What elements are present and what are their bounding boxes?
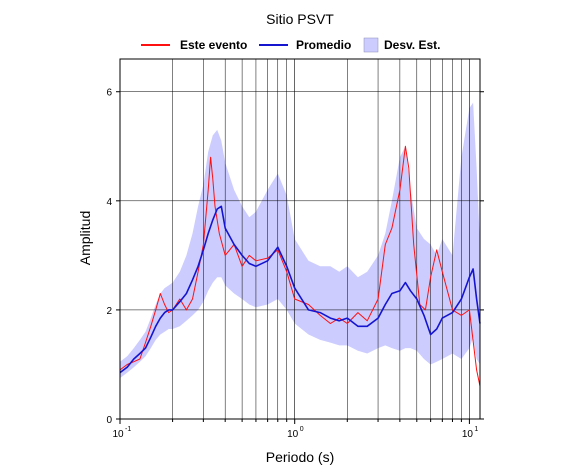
y-tick-label: 4 [106,197,112,208]
y-tick-label: 2 [106,306,112,317]
legend: Este evento Promedio Desv. Est. [141,37,440,53]
y-axis-label: Amplitud [77,211,93,265]
legend-swatch-desv-est [363,37,379,53]
legend-label-promedio: Promedio [296,38,351,52]
x-tick-label: 10 [112,429,124,440]
legend-label-desv-est: Desv. Est. [384,38,440,52]
legend-label-este-evento: Este evento [180,38,247,52]
plot-frame [119,58,481,420]
x-tick-label: 10 [462,429,474,440]
std-dev-band [120,102,480,379]
y-tick-label: 6 [106,88,112,99]
chart-title: Sitio PSVT [266,11,334,27]
x-tick-exponent: 0 [300,426,304,433]
x-axis-label: Periodo (s) [266,449,334,465]
series-line-promedio [119,205,481,374]
y-tick-label: 0 [106,415,112,426]
x-tick-exponent: -1 [125,426,131,433]
x-tick-label: 10 [287,429,299,440]
x-tick-exponent: 1 [474,426,478,433]
